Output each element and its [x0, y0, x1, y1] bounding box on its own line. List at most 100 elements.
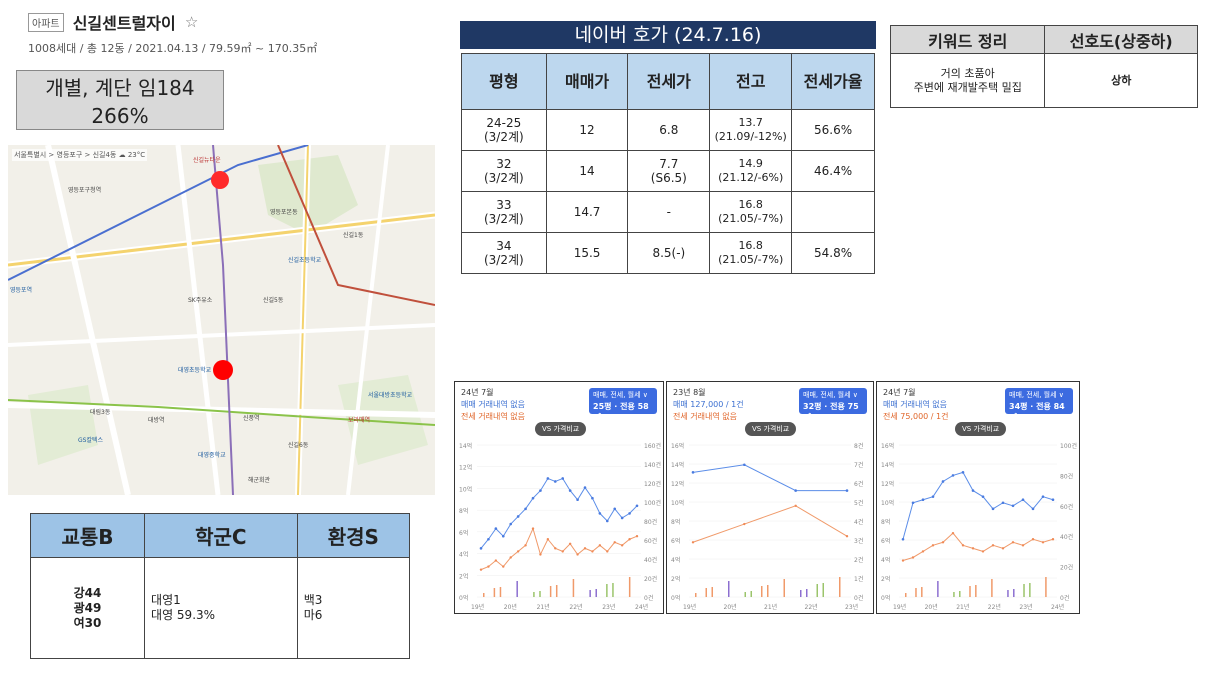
map-view[interactable]: 서울특별시 > 영등포구 > 신길4동 ☁ 23°C 신길뉴타운 영등포본동 S…: [8, 145, 435, 495]
chart-period: 24년 7월: [883, 388, 916, 397]
jeonse-point: [598, 544, 602, 547]
type-select-button[interactable]: 매매, 전세, 월세 ∨ 25평 · 전용 58㎡: [589, 388, 657, 422]
sale-point: [911, 501, 915, 505]
score-table: 교통B 학군C 환경S 강44 광49 여30 대영1 대영 59.3% 백3 …: [29, 513, 411, 659]
score-cell-environment: 백3 마6: [296, 557, 411, 659]
cell-size-sub: (3/2계): [483, 212, 524, 226]
jeonse-point: [911, 556, 915, 559]
col-header: 매매가: [545, 53, 629, 110]
jeonse-point: [1001, 547, 1005, 550]
jeonse-point: [1041, 541, 1045, 544]
jeonse-point: [691, 541, 695, 544]
x-tick: 23년: [1019, 603, 1032, 611]
y-tick-left: 14억: [671, 461, 684, 469]
map-label: 신길초등학교: [288, 257, 322, 264]
chart-sale-info: 매매 거래내역 없음: [883, 400, 947, 409]
volume-bar: [800, 590, 802, 597]
cell-jeonse: -: [666, 205, 671, 219]
score-line: 대영1: [151, 593, 181, 607]
cell-jeonse: 7.7: [659, 157, 679, 171]
x-tick: 19년: [683, 603, 696, 611]
vs-compare-button[interactable]: VS 가격비교: [745, 422, 797, 436]
cell-jeonse: 6.8: [659, 123, 679, 137]
keyword-line: 거의 초품아: [940, 66, 995, 80]
sale-point: [1031, 507, 1035, 511]
volume-bar: [905, 593, 907, 597]
y-tick-right: 2건: [854, 556, 863, 564]
map-breadcrumb[interactable]: 서울특별시 > 영등포구 > 신길4동 ☁ 23°C: [12, 149, 148, 161]
map-label: GS칼텍스: [78, 437, 104, 444]
x-tick: 20년: [724, 603, 737, 611]
sale-point: [691, 471, 695, 474]
jeonse-point: [794, 504, 797, 507]
map-label: 보라매역: [348, 417, 371, 424]
vs-compare-button[interactable]: VS 가격비교: [955, 422, 1007, 436]
jeonse-point: [591, 550, 594, 553]
preference-header: 선호도(상중하): [1044, 25, 1198, 54]
x-tick: 22년: [988, 603, 1001, 611]
naver-price-table: 평형 매매가 전세가 전고 전세가율 24-25 (3/2계) 12 6.8 13…: [461, 53, 875, 274]
map-label: 대방역: [148, 417, 165, 424]
sale-point: [479, 547, 483, 550]
x-tick: 22년: [569, 603, 582, 611]
x-tick: 21년: [764, 603, 777, 611]
y-tick-left: 2억: [459, 572, 468, 580]
volume-bar: [695, 593, 697, 597]
y-tick-right: 40건: [1060, 533, 1073, 541]
favorite-star-icon[interactable]: ☆: [184, 13, 199, 31]
volume-bar: [767, 585, 769, 597]
jeonse-point: [479, 568, 483, 571]
volume-bar: [761, 586, 763, 597]
map-label: 대영중학교: [198, 452, 226, 459]
table-row: 33 (3/2계) 14.7 - 16.8 (21.05/-7%): [461, 191, 875, 233]
y-tick-right: 20건: [1060, 564, 1073, 572]
y-tick-left: 12억: [459, 464, 472, 472]
sale-point: [961, 471, 965, 474]
x-tick: 19년: [471, 603, 484, 611]
score-cell-transport: 강44 광49 여30: [29, 557, 146, 659]
type-tag: 아파트: [28, 12, 64, 32]
volume-bar: [483, 593, 485, 597]
score-line: 강44: [73, 585, 102, 600]
score-header-school: 학군C: [144, 513, 298, 558]
y-tick-left: 0억: [881, 594, 890, 602]
volume-bar: [711, 587, 713, 597]
table-row: 32 (3/2계) 14 7.7 (S6.5) 14.9 (21.12/-6%) 46…: [461, 150, 875, 192]
price-chart-panel: 23년 8월 매매 127,000 / 1건 전세 거래내역 없음 매매, 전세…: [666, 381, 874, 614]
sale-point: [598, 512, 602, 515]
volume-bar: [991, 579, 993, 597]
map-label: 신길5동: [263, 297, 284, 304]
jeonse-point: [743, 522, 746, 526]
jeonse-point: [613, 541, 616, 544]
y-tick-right: 80건: [644, 518, 657, 526]
volume-bar: [1023, 584, 1025, 597]
vs-compare-button[interactable]: VS 가격비교: [535, 422, 587, 436]
weather-text: 23°C: [127, 151, 146, 159]
type-select-button[interactable]: 매매, 전세, 월세 ∨ 34평 · 전용 84㎡: [1005, 388, 1073, 422]
jeonse-point: [845, 535, 849, 538]
y-tick-right: 8건: [854, 442, 863, 450]
property-name[interactable]: 신길센트럴자이: [72, 14, 176, 33]
volume-bar: [953, 592, 955, 597]
type-select-button[interactable]: 매매, 전세, 월세 ∨ 32평 · 전용 75㎡: [799, 388, 867, 422]
y-tick-left: 14억: [459, 442, 472, 450]
map-label: 서울대방초등학교: [368, 392, 413, 399]
map-label: 영등포구청역: [68, 187, 102, 194]
y-tick-right: 0건: [644, 594, 653, 602]
jeonse-point: [620, 544, 624, 547]
y-tick-right: 40건: [644, 556, 657, 564]
jeonse-point: [921, 550, 925, 553]
naver-price-title: 네이버 호가 (24.7.16): [460, 21, 876, 49]
jeonse-point: [561, 550, 564, 553]
jeonse-point: [487, 565, 490, 568]
volume-bar: [555, 585, 558, 597]
jeonse-point: [531, 527, 535, 530]
score-cell-school: 대영1 대영 59.3%: [144, 557, 298, 659]
volume-bar: [1013, 589, 1015, 597]
jeonse-point: [546, 538, 550, 541]
map-label: 대림3동: [90, 409, 111, 416]
x-tick: 24년: [1051, 603, 1064, 611]
volume-bar: [1029, 583, 1031, 597]
sale-point: [743, 463, 746, 467]
map-label: 신길6동: [288, 442, 309, 449]
